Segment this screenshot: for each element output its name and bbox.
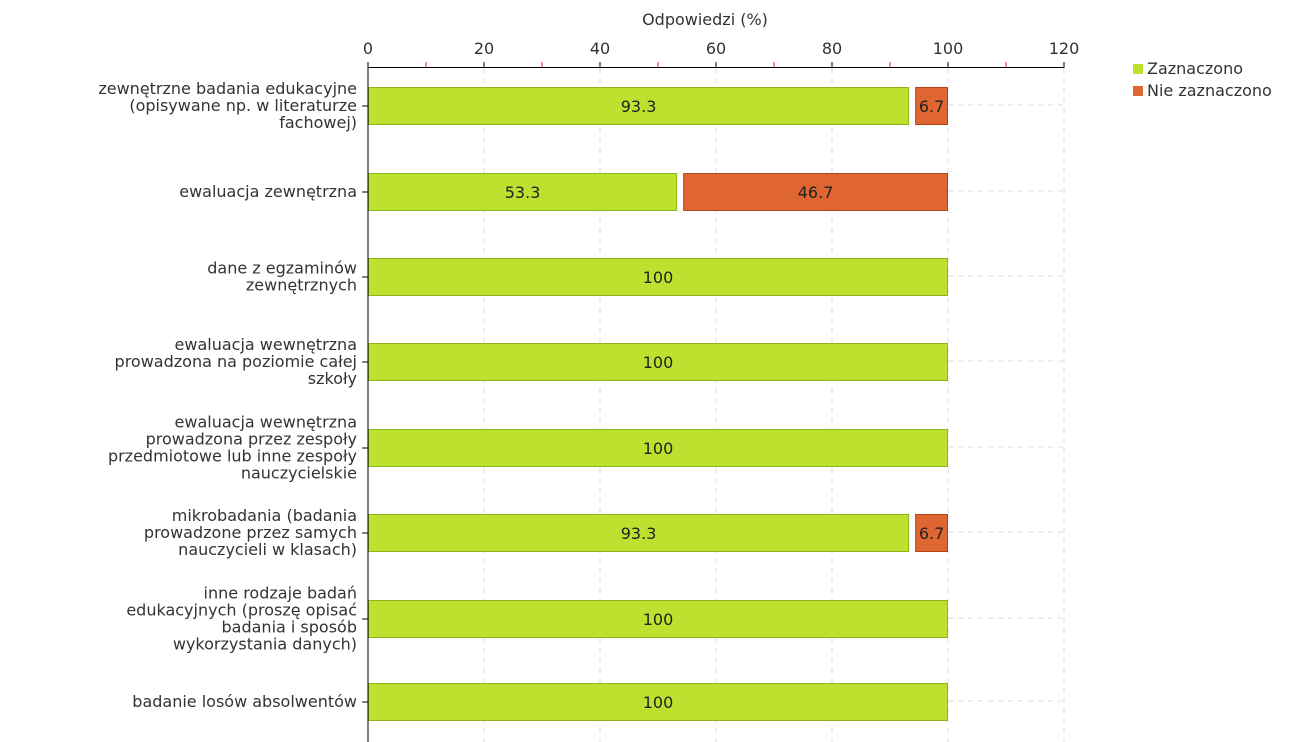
- bar-nie-zaznaczono: [915, 87, 949, 125]
- bar-value-label: 46.7: [798, 183, 834, 202]
- bar-value-label: 100: [643, 353, 674, 372]
- x-tick-label: 60: [706, 39, 726, 58]
- x-tick-label: 20: [474, 39, 494, 58]
- bars: 93.3 6.7 53.3 46.7 100 100 100 93.3 6.7 100 100: [368, 87, 949, 721]
- category-label: badanie losów absolwentów: [132, 692, 357, 711]
- category-label: ewaluacja wewnętrzna prowadzona przez zes…: [108, 413, 357, 483]
- legend-swatch: [1133, 86, 1143, 96]
- bar-value-label: 93.3: [621, 97, 657, 116]
- bar-nie-zaznaczono: [915, 514, 949, 552]
- bar-zaznaczono: [368, 258, 948, 296]
- bar-value-label: 100: [643, 268, 674, 287]
- x-tick-label: 100: [933, 39, 964, 58]
- legend: Zaznaczono Nie zaznaczono: [1133, 59, 1272, 100]
- bar-value-label: 93.3: [621, 524, 657, 543]
- legend-label: Zaznaczono: [1147, 59, 1243, 78]
- x-tick-label: 40: [590, 39, 610, 58]
- x-axis-title: Odpowiedzi (%): [642, 10, 768, 29]
- legend-swatch: [1133, 64, 1143, 74]
- bar-value-label: 6.7: [919, 524, 944, 543]
- category-label: inne rodzaje badań edukacyjnych (proszę o…: [126, 584, 357, 654]
- bar-value-label: 100: [643, 610, 674, 629]
- x-tick-label: 0: [363, 39, 373, 58]
- x-axis-ticks: 0 20 40 60 80 100 120: [363, 39, 1079, 68]
- x-tick-label: 80: [822, 39, 842, 58]
- bar-nie-zaznaczono: [683, 173, 948, 211]
- category-label: ewaluacja zewnętrzna: [179, 182, 357, 201]
- category-labels: zewnętrzne badania edukacyjne (opisywane …: [98, 79, 368, 711]
- category-label: ewaluacja wewnętrzna prowadzona na poziom…: [115, 335, 357, 388]
- bar-zaznaczono: [368, 429, 948, 467]
- bar-zaznaczono: [368, 343, 948, 381]
- x-tick-label: 120: [1049, 39, 1080, 58]
- category-label: mikrobadania (badania prowadzone przez sa…: [144, 506, 357, 559]
- legend-label: Nie zaznaczono: [1147, 81, 1272, 100]
- bar-value-label: 6.7: [919, 97, 944, 116]
- bar-value-label: 100: [643, 439, 674, 458]
- category-label: zewnętrzne badania edukacyjne (opisywane …: [98, 79, 357, 132]
- bar-value-label: 53.3: [505, 183, 541, 202]
- category-label: dane z egzaminów zewnętrznych: [207, 259, 357, 295]
- bar-value-label: 100: [643, 693, 674, 712]
- grid-lines: [483, 68, 1065, 742]
- bar-zaznaczono: [368, 683, 948, 721]
- bar-zaznaczono: [368, 600, 948, 638]
